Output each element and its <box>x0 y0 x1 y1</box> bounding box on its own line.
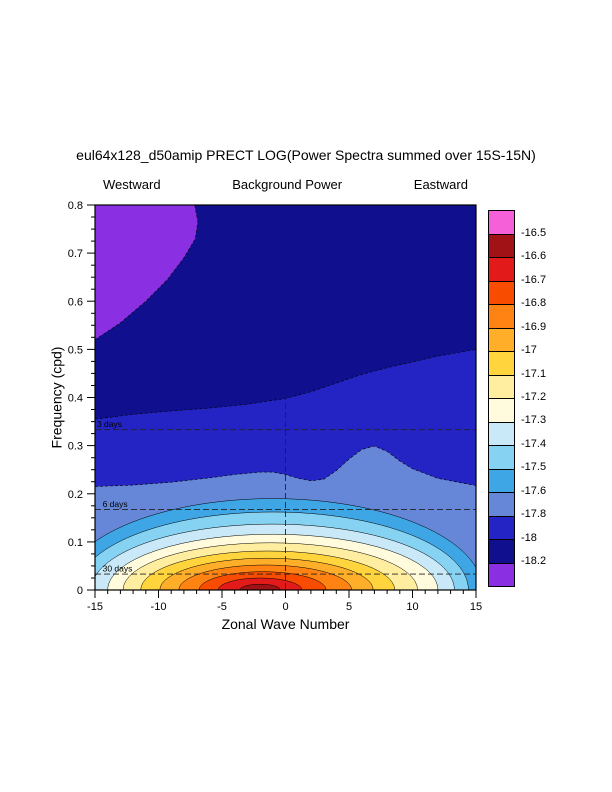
axis-ticks <box>87 204 477 598</box>
colorbar-label: -16.9 <box>521 320 547 333</box>
colorbar-swatch <box>489 421 514 445</box>
colorbar-swatch <box>489 374 514 398</box>
y-tick-label: 0 <box>77 585 83 597</box>
colorbar-label: -17.1 <box>521 367 547 380</box>
colorbar-swatch <box>489 468 514 492</box>
westward-label: Westward <box>103 177 161 192</box>
colorbar-swatch <box>489 280 514 304</box>
colorbar-swatch <box>489 233 514 257</box>
y-tick-label: 0.6 <box>68 296 83 308</box>
colorbar-swatch <box>489 445 514 469</box>
x-tick-label: 5 <box>346 601 352 613</box>
contour-band <box>239 583 281 590</box>
plot-title: eul64x128_d50amip PRECT LOG(Power Spectr… <box>76 147 536 163</box>
background-power-label: Background Power <box>232 177 343 192</box>
colorbar-label: -17.8 <box>521 508 547 521</box>
colorbar-swatch <box>489 398 514 422</box>
contour-plot-area: 3 days 6 days 30 days -15 -10 -5 0 5 10 15 0 0.1 0.2… <box>55 200 495 630</box>
y-tick-label: 0.3 <box>68 441 83 453</box>
reference-line-label: 3 days <box>97 419 122 429</box>
colorbar-swatch <box>489 327 514 351</box>
reference-line-label: 6 days <box>103 499 128 509</box>
reference-lines: 3 days 6 days 30 days <box>95 205 476 590</box>
y-tick-label: 0.7 <box>68 248 83 260</box>
reference-line-label: 30 days <box>103 564 133 574</box>
colorbar-labels: -16.5 -16.6 -16.7 -16.8 -16.9 -17 -17.1 -17.2 -1… <box>521 210 575 585</box>
x-tick-label: 0 <box>282 601 288 613</box>
low-power-purple-region-contour-line <box>95 205 199 341</box>
colorbar-swatch <box>489 539 514 563</box>
colorbar-label: -17.5 <box>521 461 547 474</box>
x-tick-label: 15 <box>470 601 482 613</box>
y-tick-label: 0.2 <box>68 489 83 501</box>
colorbar-label: -16.8 <box>521 297 547 310</box>
colorbar-label: -17.4 <box>521 437 547 450</box>
colorbar-label: -16.6 <box>521 250 547 263</box>
colorbar-label: -17.2 <box>521 391 547 403</box>
colorbar-swatch <box>489 211 514 234</box>
y-tick-label: 0.1 <box>68 537 83 549</box>
colorbar-label: -16.5 <box>521 226 547 239</box>
colorbar-label: -17.3 <box>521 414 547 427</box>
spectra-contour-plot: 3 days 6 days 30 days -15 -10 -5 0 5 10 15 0 0.1 0.2… <box>68 200 482 613</box>
y-tick-label: 0.8 <box>68 200 83 212</box>
low-power-purple-region <box>95 205 198 340</box>
y-tick-label: 0.5 <box>68 344 83 356</box>
colorbar-swatch <box>489 515 514 539</box>
x-tick-label: -5 <box>217 601 227 613</box>
contour-field <box>95 205 476 590</box>
x-tick-label: 10 <box>406 601 418 613</box>
colorbar-label: -16.7 <box>521 273 547 286</box>
colorbar-swatch <box>489 562 514 586</box>
colorbar <box>488 210 515 587</box>
colorbar-label: -18.2 <box>521 555 547 568</box>
colorbar-swatch <box>489 351 514 375</box>
eastward-label: Eastward <box>413 177 468 192</box>
x-tick-label: -15 <box>87 601 103 613</box>
colorbar-swatch <box>489 257 514 281</box>
plot-subtitles: Westward Background Power Eastward <box>95 177 476 192</box>
y-tick-label: 0.4 <box>68 393 83 405</box>
colorbar-swatch <box>489 304 514 328</box>
colorbar-label: -18 <box>521 531 537 544</box>
navy-region-contour-line <box>95 349 476 420</box>
colorbar-label: -17 <box>521 344 537 357</box>
plot-border <box>94 204 477 591</box>
x-axis-label: Zonal Wave Number <box>221 616 350 632</box>
colorbar-label: -17.6 <box>521 484 547 497</box>
colorbar-swatch <box>489 492 514 516</box>
x-tick-label: -10 <box>151 601 167 613</box>
